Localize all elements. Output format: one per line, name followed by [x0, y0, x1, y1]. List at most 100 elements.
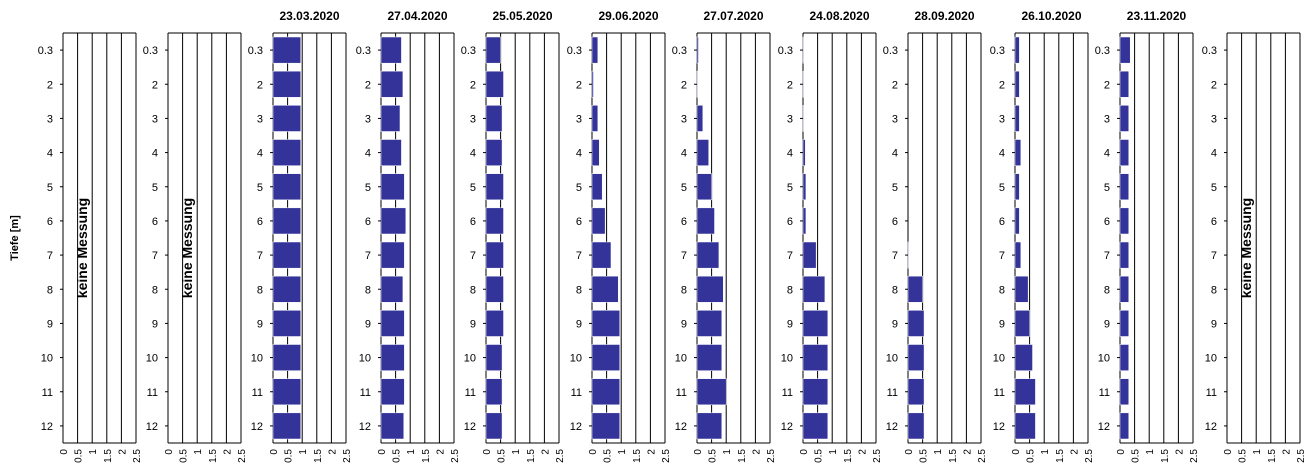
x-tick-label: 1	[1252, 449, 1263, 455]
bar-10	[485, 344, 503, 371]
x-tick-label: 1	[617, 449, 628, 455]
depth-tick-label: 6	[787, 216, 793, 228]
depth-tick-label: 10	[1205, 353, 1217, 365]
x-tick-label: 0	[1223, 449, 1234, 455]
bar-8	[485, 275, 504, 303]
depth-tick-label: 6	[1104, 216, 1110, 228]
no-measurement-note: keine Messung	[1238, 198, 1254, 298]
bar-2	[1119, 70, 1130, 98]
bar-7	[907, 241, 909, 269]
depth-tick-label: 12	[781, 421, 793, 433]
x-tick-label: 0.5	[497, 449, 508, 463]
depth-tick-label: 11	[1206, 387, 1217, 399]
depth-tick-label: 6	[999, 216, 1005, 228]
depth-tick-label: 12	[886, 421, 898, 433]
depth-tick-label: 9	[787, 318, 793, 330]
x-tick-label: 2.5	[1189, 449, 1200, 463]
bar-8	[907, 275, 923, 303]
bar-6	[272, 207, 301, 235]
no-measurement-note: keine Messung	[179, 198, 195, 298]
depth-tick-label: 5	[892, 182, 898, 194]
depth-tick-label: 2	[1211, 79, 1217, 91]
depth-tick-label: 9	[365, 318, 371, 330]
bar-5	[485, 173, 504, 201]
depth-tick-label: 9	[470, 318, 476, 330]
x-tick-label: 1	[88, 449, 99, 455]
bar-6	[1014, 207, 1020, 235]
x-tick-label: 2	[540, 449, 551, 455]
x-tick-label: 0	[693, 449, 704, 455]
depth-tick-label: 6	[152, 216, 158, 228]
depth-tick-label: 10	[41, 353, 53, 365]
depth-tick-label: 0.3	[356, 45, 371, 57]
bar-9	[272, 310, 301, 337]
depth-tick-label: 6	[1211, 216, 1217, 228]
depth-tick-label: 4	[1104, 148, 1110, 160]
panel-date-title: 23.11.2020	[1127, 9, 1187, 23]
x-tick-label: 2	[857, 449, 868, 455]
x-tick-label: 2	[962, 449, 973, 455]
depth-tick-label: 3	[47, 113, 53, 125]
depth-tick-label: 9	[47, 318, 53, 330]
bar-3	[1119, 105, 1130, 132]
bar-0.3	[1119, 36, 1131, 64]
depth-tick-label: 2	[257, 79, 263, 91]
bar-12	[591, 412, 620, 440]
depth-tick-label: 7	[787, 250, 793, 262]
depth-tick-label: 4	[47, 148, 53, 160]
bar-9	[1119, 310, 1130, 337]
bar-4	[272, 139, 301, 166]
depth-tick-label: 4	[365, 148, 371, 160]
depth-tick-label: 3	[257, 113, 263, 125]
bar-6	[591, 207, 606, 235]
bar-4	[802, 139, 806, 166]
depth-tick-label: 2	[365, 79, 371, 91]
depth-tick-label: 10	[251, 353, 263, 365]
depth-tick-label: 5	[1104, 182, 1110, 194]
panel-date-title: 26.10.2020	[1021, 9, 1081, 23]
depth-tick-label: 4	[892, 148, 898, 160]
x-tick-label: 1.5	[843, 449, 854, 463]
bar-10	[802, 344, 829, 371]
x-tick-label: 0.5	[1026, 449, 1037, 463]
depth-tick-label: 8	[470, 284, 476, 296]
panel-date-title: 29.06.2020	[598, 9, 658, 23]
panel-date-title: 25.05.2020	[492, 9, 552, 23]
bar-11	[591, 378, 620, 406]
depth-tick-label: 3	[1211, 113, 1217, 125]
x-tick-label: 1.5	[1267, 449, 1278, 463]
depth-tick-label: 5	[152, 182, 158, 194]
depth-tick-label: 5	[365, 182, 371, 194]
x-tick-label: 1	[511, 449, 522, 455]
x-tick-label: 0.5	[179, 449, 190, 463]
depth-tick-label: 7	[47, 250, 53, 262]
bar-2	[272, 70, 301, 98]
x-tick-label: 2	[327, 449, 338, 455]
x-tick-label: 0	[904, 449, 915, 455]
bar-10	[380, 344, 405, 371]
panel-date-title: 24.08.2020	[809, 9, 869, 23]
x-tick-label: 2	[1069, 449, 1080, 455]
depth-tick-label: 11	[887, 387, 898, 399]
depth-tick-label: 5	[47, 182, 53, 194]
depth-tick-label: 5	[470, 182, 476, 194]
depth-tick-label: 7	[576, 250, 582, 262]
depth-tick-label: 6	[576, 216, 582, 228]
depth-tick-label: 2	[470, 79, 476, 91]
depth-tick-label: 0.3	[143, 45, 158, 57]
x-tick-label: 1.5	[948, 449, 959, 463]
x-tick-label: 0.5	[392, 449, 403, 463]
x-tick-label: 0	[1011, 449, 1022, 455]
x-tick-label: 1.5	[1160, 449, 1171, 463]
x-tick-label: 1	[406, 449, 417, 455]
x-tick-label: 0	[482, 449, 493, 455]
bar-3	[1014, 105, 1020, 132]
bar-5	[1119, 173, 1130, 201]
bar-11	[1119, 378, 1130, 406]
depth-tick-label: 12	[41, 421, 53, 433]
bar-12	[907, 412, 925, 440]
